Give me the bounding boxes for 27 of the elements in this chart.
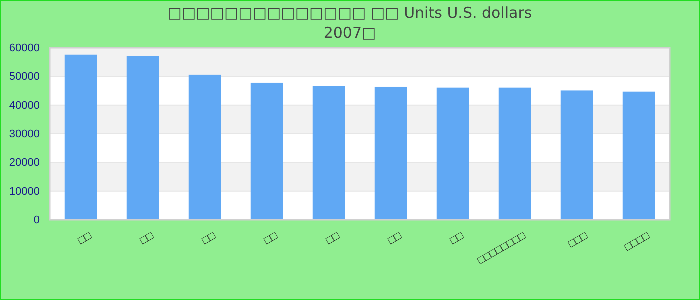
bar	[622, 92, 656, 220]
y-tick-label: 20000	[9, 157, 40, 170]
bar	[374, 86, 408, 220]
bar	[250, 82, 284, 220]
x-tick-label: □□	[386, 230, 404, 248]
y-tick-label: 0	[34, 214, 40, 227]
chart-subtitle: 2007□	[324, 24, 376, 42]
bar	[312, 86, 346, 220]
x-tick-label: □□□	[566, 230, 590, 250]
bar	[188, 74, 222, 220]
y-tick-label: 40000	[9, 100, 40, 112]
x-tick-label: □□	[448, 230, 466, 248]
x-tick-label: □□	[324, 230, 342, 248]
y-tick-label: 50000	[9, 71, 40, 84]
bar	[560, 90, 594, 220]
bar	[64, 54, 98, 220]
bar	[436, 88, 470, 220]
x-tick-label: □□	[200, 230, 218, 248]
y-tick-label: 60000	[9, 42, 40, 55]
bar	[126, 56, 160, 220]
x-tick-label: □□	[138, 230, 156, 248]
x-tick-label: □□	[262, 230, 280, 248]
x-tick-label: □□	[76, 230, 94, 248]
bar	[498, 88, 532, 220]
y-tick-label: 10000	[9, 186, 40, 198]
y-tick-label: 30000	[9, 128, 40, 141]
chart-title: □□□□□□□□□□□□□□ □□ Units U.S. dollars	[168, 4, 532, 22]
